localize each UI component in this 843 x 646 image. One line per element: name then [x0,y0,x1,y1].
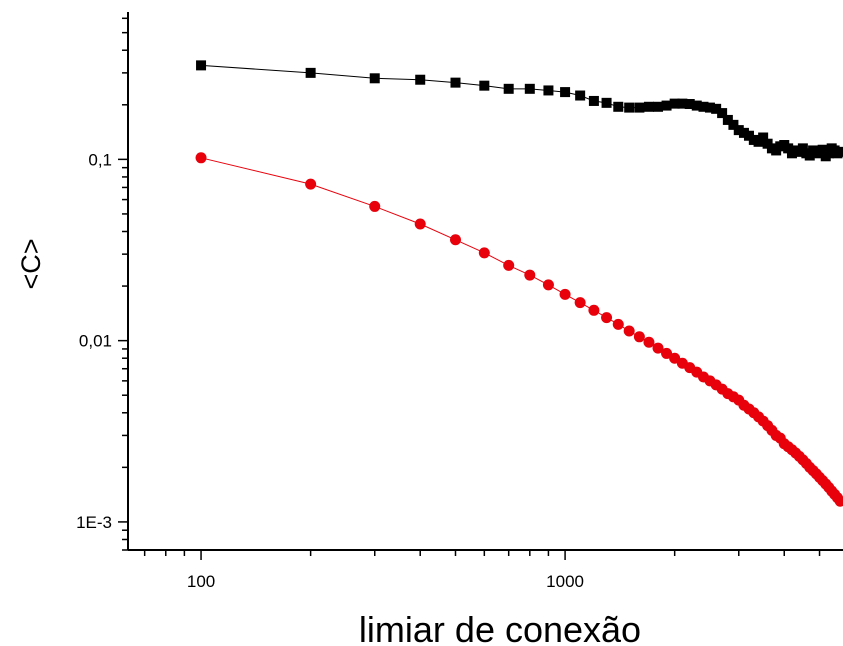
data-point-circle [834,495,843,507]
data-point-square [543,85,554,96]
data-point-circle [574,297,586,309]
series-1 [196,60,843,162]
data-point-circle [612,318,624,330]
series-line [201,64,841,158]
data-point-circle [414,218,426,230]
data-point-square [717,108,728,119]
series-layer [195,60,843,507]
data-point-square [711,103,722,114]
data-point-square [575,90,586,101]
x-axis-title: limiar de conexão [359,609,641,646]
data-point-square [758,132,769,143]
data-point-circle [542,279,554,291]
data-point-square [415,74,426,85]
data-point-square [560,87,571,98]
data-point-square [196,60,207,71]
x-tick-label: 1000 [546,572,584,591]
data-point-circle [661,347,673,359]
data-point-square [503,83,514,94]
y-axis-title: <C> [16,238,46,289]
data-point-circle [449,234,461,246]
data-point-square [669,98,680,109]
data-point-square [704,102,715,113]
data-point-square [450,77,461,88]
data-point-circle [643,336,655,348]
data-point-square [369,73,380,84]
data-point-square [722,114,733,125]
data-point-square [733,125,744,136]
y-tick-label: 0,01 [79,332,112,351]
y-tick-label: 1E-3 [76,513,112,532]
x-tick-label: 100 [187,572,215,591]
data-point-circle [623,325,635,337]
data-point-circle [369,200,381,212]
series-line [200,157,841,502]
data-point-circle [524,269,536,281]
data-point-square [804,150,815,161]
data-point-square [588,95,599,106]
data-point-square [661,100,672,111]
data-point-square [698,101,709,112]
labels: limiar de conexão <C> [16,238,641,646]
data-point-square [524,83,535,94]
y-tick-label: 0,1 [88,150,112,169]
data-point-circle [652,342,664,354]
axes: 100 1000 1E-3 0,01 0,1 [76,12,843,591]
data-point-square [624,102,635,113]
data-point-circle [588,304,600,316]
data-point-circle [478,247,490,259]
data-point-square [479,80,490,91]
data-point-circle [503,259,515,271]
data-point-square [601,97,612,108]
data-point-square [738,127,749,138]
data-point-square [691,100,702,111]
data-point-square [677,98,688,109]
data-point-circle [195,152,207,164]
data-point-circle [601,312,613,324]
data-point-square [653,101,664,112]
data-point-square [643,101,654,112]
data-point-square [835,146,843,157]
data-point-square [305,67,316,78]
series-2 [195,152,843,507]
data-point-circle [559,288,571,300]
data-point-square [817,144,828,155]
data-point-square [634,102,645,113]
data-point-square [684,99,695,110]
data-point-square [613,101,624,112]
data-point-circle [305,178,317,190]
data-point-circle [633,331,645,343]
data-point-square [728,119,739,130]
